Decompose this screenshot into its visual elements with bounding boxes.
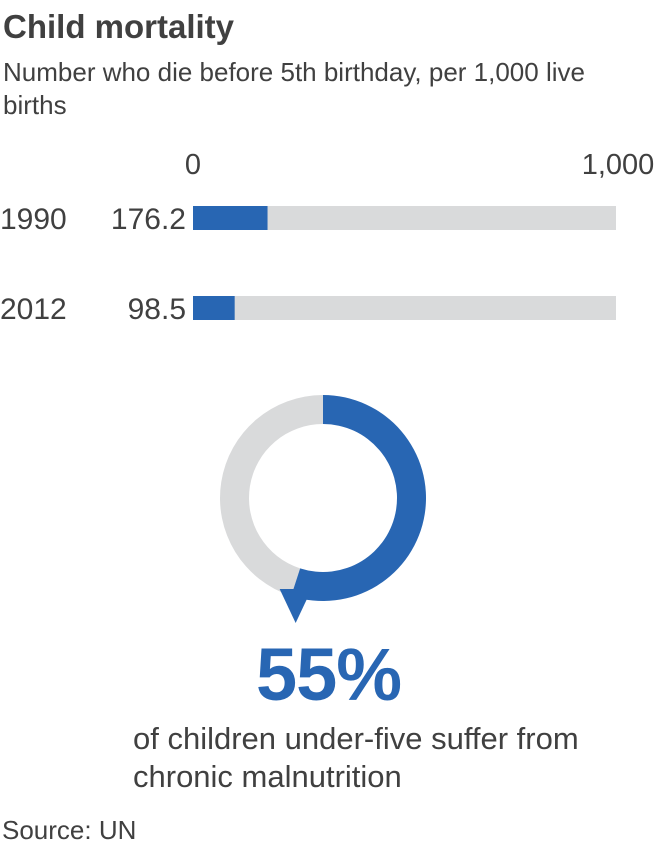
bar-chart: 0 1,000 1990 176.2 2012 98.5 xyxy=(0,149,655,326)
malnutrition-percentage: 55% xyxy=(256,633,402,716)
bar-1990 xyxy=(193,206,268,230)
bar-2012 xyxy=(193,296,235,320)
source-note: Source: UN xyxy=(2,815,137,845)
donut-chart xyxy=(220,395,426,623)
donut-pointer xyxy=(279,589,312,623)
value-label-2012: 98.5 xyxy=(128,293,186,326)
x-tick-label-min: 0 xyxy=(185,149,201,181)
chart-title: Child mortality xyxy=(3,8,235,45)
category-label-2012: 2012 xyxy=(0,293,67,326)
bar-track-2012 xyxy=(193,296,616,320)
donut-share-segment xyxy=(291,395,426,601)
chart-subtitle: Number who die before 5th birthday, per … xyxy=(3,57,585,120)
malnutrition-caption: of children under-five suffer from chron… xyxy=(133,721,579,794)
category-label-1990: 1990 xyxy=(0,203,67,236)
donut-remainder-segment xyxy=(220,395,323,596)
x-tick-label-max: 1,000 xyxy=(582,149,655,181)
value-label-1990: 176.2 xyxy=(111,203,186,236)
